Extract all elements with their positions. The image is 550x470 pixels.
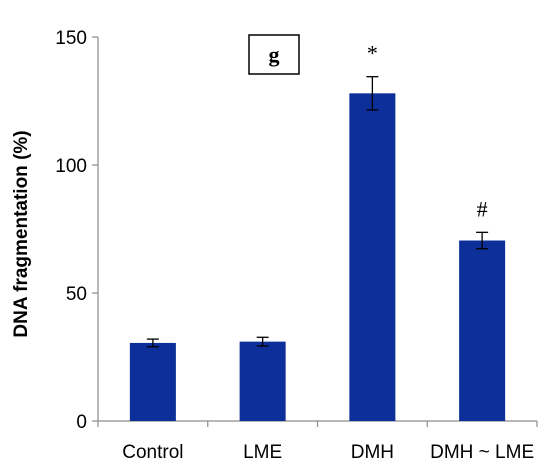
- panel-label-box: [248, 34, 300, 75]
- y-axis-title: DNA fragmentation (%): [11, 130, 32, 337]
- significance-markers: *#: [367, 41, 488, 222]
- x-tick-label: DMH ~ LME: [430, 442, 534, 463]
- panel-label: g: [269, 42, 280, 67]
- y-tick-label: 150: [55, 28, 87, 49]
- significance-marker: #: [477, 196, 488, 221]
- y-tick-label: 50: [66, 284, 87, 305]
- x-tick-label: LME: [243, 442, 282, 463]
- error-bars: [146, 76, 489, 348]
- y-ticks: 0 50 100 150: [55, 28, 98, 433]
- x-tick-label: DMH: [351, 442, 394, 463]
- significance-marker: *: [367, 41, 378, 66]
- bar: [129, 342, 176, 421]
- y-tick-label: 0: [76, 412, 87, 433]
- x-tick-label: Control: [122, 442, 183, 463]
- bar: [349, 93, 396, 421]
- bar: [459, 240, 506, 421]
- bars: [129, 93, 506, 421]
- x-ticks: Control LME DMH DMH ~ LME: [97, 421, 538, 463]
- y-tick-label: 100: [55, 156, 87, 177]
- bar: [239, 341, 286, 421]
